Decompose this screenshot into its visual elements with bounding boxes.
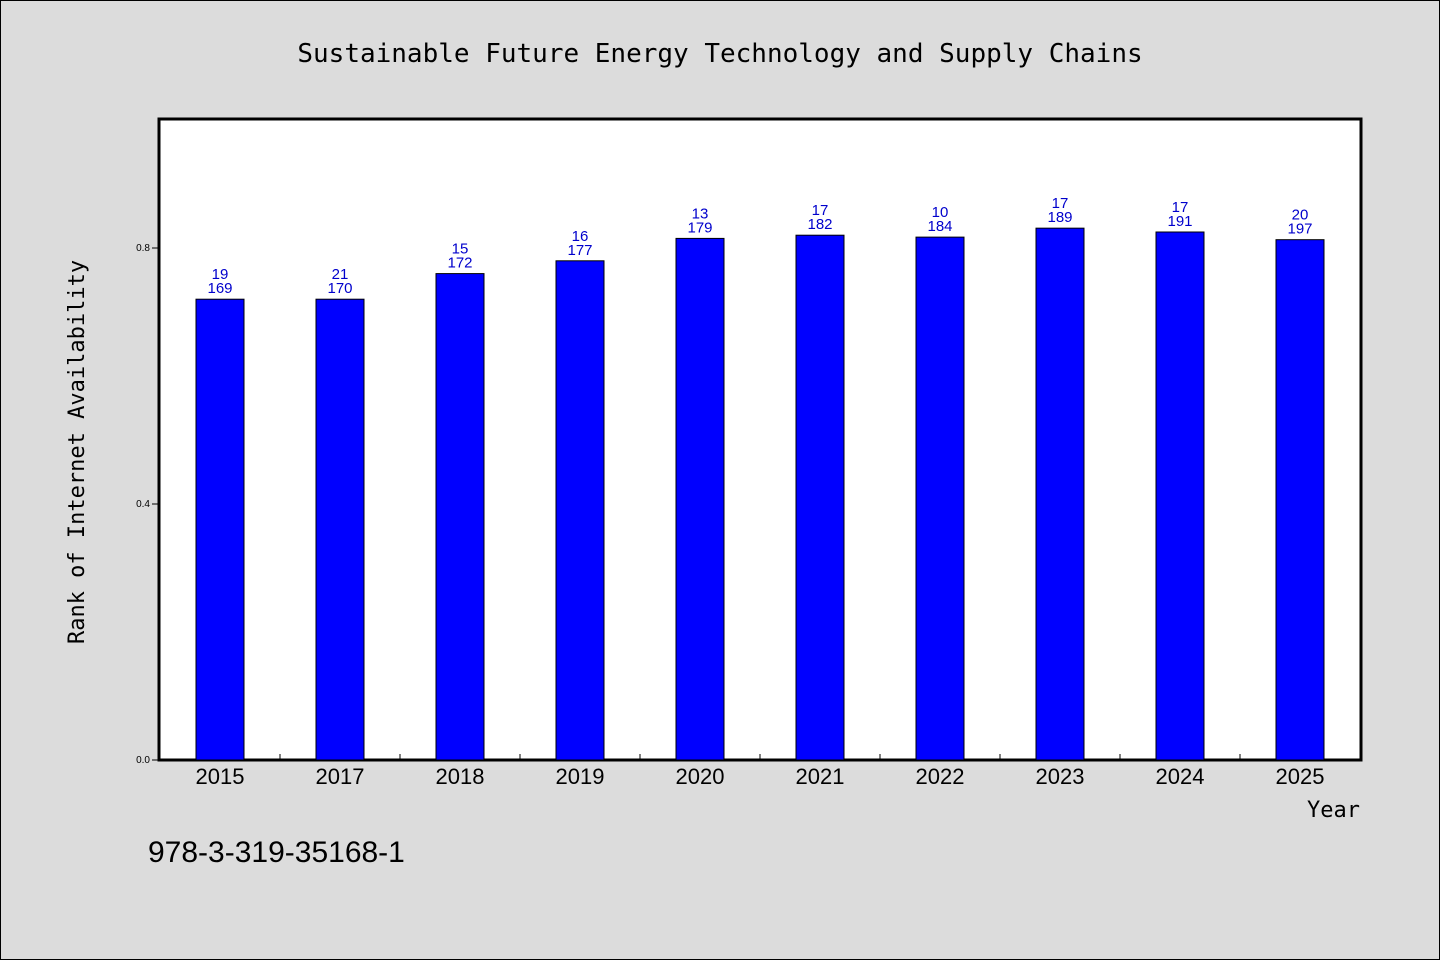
isbn-text: 978-3-319-35168-1	[148, 836, 405, 869]
bar-label-bottom-2019: 177	[567, 242, 592, 259]
bar-label-top-2018: 15	[452, 241, 469, 258]
y-tick-label: 0.8	[136, 243, 150, 254]
x-axis-ticks: 2015 2017 2018 2019 2020 2021 2022 2023 2024 2025	[196, 754, 1325, 789]
bar-label-top-2019: 16	[572, 228, 589, 245]
bar-label-bottom-2020: 179	[687, 219, 712, 236]
bar-label-top-2015: 19	[212, 266, 229, 283]
bar-labels-layer: 1916921170151721617713179171821018417189…	[207, 195, 1312, 297]
chart-title: Sustainable Future Energy Technology and…	[297, 39, 1142, 69]
bar-label-bottom-2025: 197	[1287, 221, 1312, 238]
bar-2019	[555, 260, 605, 761]
bars-layer	[195, 227, 1325, 761]
bar-label-top-2021: 17	[812, 202, 829, 219]
x-tick-label-2019: 2019	[556, 764, 605, 789]
bar-label-bottom-2022: 184	[927, 218, 952, 235]
x-tick-label-2024: 2024	[1156, 764, 1205, 789]
bar-2025	[1275, 239, 1325, 761]
bar-label-bottom-2023: 189	[1047, 209, 1072, 226]
y-axis-label: Rank of Internet Availability	[65, 260, 90, 644]
x-tick-label-2025: 2025	[1276, 764, 1325, 789]
bar-2021	[795, 234, 845, 761]
bar-label-top-2022: 10	[932, 204, 949, 221]
bar-2024	[1155, 231, 1205, 761]
bar-2018	[435, 273, 485, 761]
bar-label-top-2017: 21	[332, 266, 349, 283]
bar-label-bottom-2018: 172	[447, 255, 472, 272]
x-tick-label-2021: 2021	[796, 764, 845, 789]
bar-label-top-2025: 20	[1292, 207, 1309, 224]
bar-label-top-2023: 17	[1052, 195, 1069, 212]
bar-label-bottom-2021: 182	[807, 216, 832, 233]
x-tick-label-2022: 2022	[916, 764, 965, 789]
y-tick-label: 0.4	[136, 499, 150, 510]
bar-2020	[675, 237, 725, 761]
bar-2023	[1035, 227, 1085, 761]
bar-label-bottom-2024: 191	[1167, 213, 1192, 230]
x-tick-label-2020: 2020	[676, 764, 725, 789]
bar-2017	[315, 298, 365, 761]
x-tick-label-2015: 2015	[196, 764, 245, 789]
y-axis-ticks: 0.0 0.4 0.8	[136, 243, 160, 766]
bar-label-top-2024: 17	[1172, 199, 1189, 216]
bar-label-bottom-2017: 170	[327, 280, 352, 297]
bar-label-top-2020: 13	[692, 205, 709, 222]
bar-2022	[915, 236, 965, 761]
bar-label-bottom-2015: 169	[207, 280, 232, 297]
y-tick-label: 0.0	[136, 755, 150, 766]
x-tick-label-2023: 2023	[1036, 764, 1085, 789]
x-axis-label: Year	[1307, 798, 1360, 823]
x-tick-label-2018: 2018	[436, 764, 485, 789]
x-tick-label-2017: 2017	[316, 764, 365, 789]
bar-2015	[195, 298, 245, 761]
